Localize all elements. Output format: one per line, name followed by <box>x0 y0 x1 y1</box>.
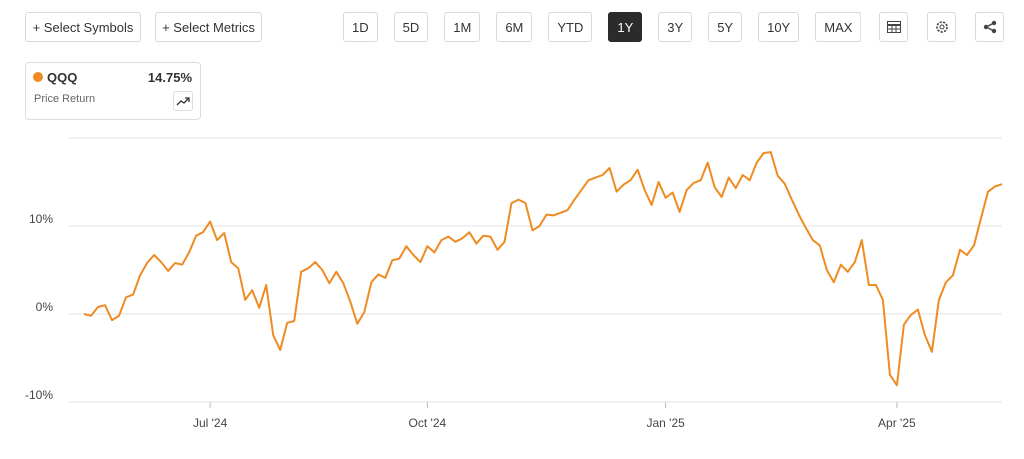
legend-metric: Price Return <box>34 93 96 105</box>
x-tick-label: Apr '25 <box>878 416 916 430</box>
range-button[interactable]: 1M <box>444 12 481 42</box>
settings-icon <box>935 21 948 33</box>
series-line <box>83 151 1003 387</box>
divider <box>860 12 861 42</box>
range-button[interactable]: 1Y <box>608 12 643 42</box>
y-tick-label: -10% <box>25 388 53 402</box>
trend-button[interactable] <box>173 91 193 111</box>
legend-change: 14.75% <box>147 70 192 85</box>
settings-button[interactable] <box>927 12 956 42</box>
select-symbols[interactable]: + Select Symbols <box>25 12 141 42</box>
share-icon <box>983 20 996 34</box>
range-button[interactable]: 5D <box>393 12 429 42</box>
range-button[interactable]: 3Y <box>658 12 693 42</box>
range-button[interactable]: MAX <box>815 12 862 42</box>
x-tick-label: Jan '25 <box>646 416 685 430</box>
select-metrics[interactable]: + Select Metrics <box>155 12 262 42</box>
range-button[interactable]: 10Y <box>758 12 800 42</box>
trend-icon <box>176 97 190 106</box>
legend-symbol: QQQ <box>47 70 78 85</box>
table-button[interactable] <box>879 12 908 42</box>
range-buttons: 1D 5D 1M 6M YTD 1Y 3Y 5Y 10Y MAX <box>343 12 862 42</box>
share-button[interactable] <box>975 12 1004 42</box>
x-tick-label: Jul '24 <box>193 416 228 430</box>
range-button[interactable]: 5Y <box>708 12 743 42</box>
x-tick-label: Oct '24 <box>409 416 447 430</box>
table-icon <box>886 21 901 33</box>
range-button[interactable]: YTD <box>548 12 593 42</box>
legend-dot <box>33 72 43 82</box>
y-tick-label: 10% <box>29 212 53 226</box>
range-button[interactable]: 1D <box>343 12 378 42</box>
y-tick-label: 0% <box>36 300 54 314</box>
range-button[interactable]: 6M <box>496 12 533 42</box>
legend-card: QQQ 14.75% Price Return <box>25 62 201 120</box>
